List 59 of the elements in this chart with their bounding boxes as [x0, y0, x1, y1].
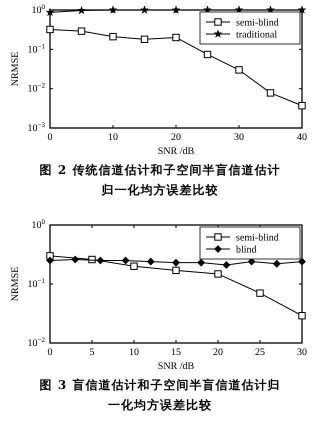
- point: [108, 6, 118, 14]
- point: [172, 266, 180, 274]
- point: [298, 102, 306, 110]
- point: [298, 6, 306, 14]
- point: [214, 270, 222, 278]
- caption: 图 3 盲信道估计和子空间半盲信道估计归一化均方误差比较: [38, 377, 282, 414]
- legend-label: blind: [236, 244, 257, 256]
- y-axis-title: NRMSE: [10, 52, 21, 86]
- y-tick-label: 10$^{−1}$: [28, 42, 46, 56]
- point: [222, 261, 230, 269]
- x-tick-label: 15: [171, 347, 181, 358]
- point: [109, 32, 117, 40]
- point: [122, 256, 130, 264]
- point: [46, 8, 54, 16]
- point: [72, 256, 79, 264]
- point: [140, 6, 149, 14]
- y-tick-label: 10$^{−2}$: [28, 82, 46, 95]
- y-tick-label: 10$^{−1}$: [28, 277, 46, 290]
- point: [147, 258, 154, 266]
- x-tick-label: 20: [213, 347, 223, 358]
- x-tick-label: 10: [129, 347, 139, 358]
- point: [298, 312, 306, 320]
- x-tick-label: 5: [90, 347, 94, 358]
- x-tick-label: 0: [48, 347, 52, 358]
- point: [96, 256, 104, 264]
- y-tick-label: 10$^{−3}$: [28, 121, 46, 134]
- point: [78, 27, 86, 35]
- point: [172, 258, 180, 266]
- point: [130, 262, 138, 270]
- legend-label: semi-blind: [236, 232, 279, 244]
- point: [235, 66, 243, 74]
- point: [46, 26, 54, 34]
- y-axis-title: NRMSE: [10, 266, 21, 302]
- point: [256, 289, 264, 297]
- point: [198, 258, 205, 266]
- legend-label: semi-blind: [236, 18, 279, 28]
- point: [172, 6, 180, 14]
- point: [77, 6, 86, 14]
- y-tick-label: 10$^{0}$: [32, 218, 46, 231]
- x-tick-label: 20: [171, 132, 181, 143]
- x-tick-label: 25: [255, 347, 265, 358]
- x-tick-label: 0: [48, 132, 52, 143]
- point: [46, 256, 54, 264]
- y-tick-label: 10$^{0}$: [32, 3, 46, 16]
- point: [266, 89, 274, 97]
- x-axis-title: SNR /dB: [158, 146, 195, 157]
- x-tick-label: 10: [108, 132, 118, 143]
- point: [204, 50, 212, 58]
- point: [298, 258, 306, 266]
- x-tick-label: 30: [234, 132, 244, 143]
- point: [172, 34, 180, 42]
- point: [140, 36, 148, 43]
- x-tick-label: 40: [297, 132, 307, 143]
- caption: 图 2 传统信道估计和子空间半盲信道估计归一化均方误差比较: [38, 162, 282, 199]
- x-axis-title: SNR /dB: [158, 361, 195, 372]
- x-tick-label: 30: [297, 347, 307, 358]
- point: [273, 260, 280, 268]
- legend-label: traditional: [236, 30, 278, 40]
- y-tick-label: 10$^{−2}$: [28, 336, 46, 349]
